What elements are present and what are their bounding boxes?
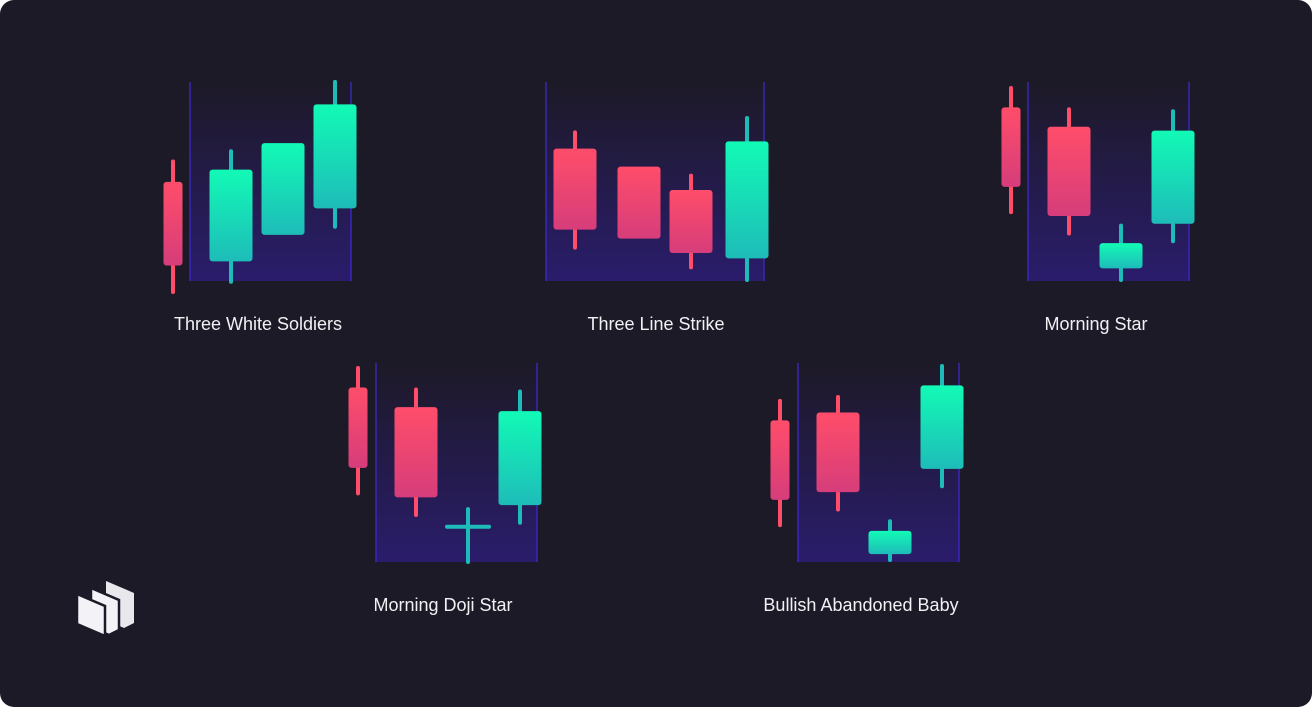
candle-bearish [770,398,790,528]
candle-bearish [163,159,183,294]
candle-body [394,407,438,498]
candle-doji [445,507,491,564]
candle-bullish [1099,223,1143,282]
candle-body [1151,130,1195,224]
candle-body [1001,107,1021,187]
candle-bearish [1001,85,1021,215]
candle-body [816,412,860,493]
pattern-label: Morning Star [1044,314,1147,334]
candle-bearish [816,395,860,512]
candle-bullish [209,149,253,284]
candle-body [920,385,964,469]
brand-logo-icon [76,581,134,638]
pattern-panel-4: Morning Doji Star [348,363,542,615]
pattern-label: Morning Doji Star [373,595,512,615]
pattern-label: Three White Soldiers [174,314,342,334]
candle-bearish [669,173,713,270]
candle-bullish [868,519,912,562]
candle-body [868,530,912,555]
candle-body [498,411,542,506]
candle-body [313,104,357,209]
candle-body [770,420,790,500]
candle-body [617,166,661,239]
candle-body [669,190,713,253]
pattern-label: Three Line Strike [587,314,724,334]
candle-bearish [553,130,597,250]
candle-body [725,141,769,259]
candle-bullish [920,364,964,489]
candle-bearish [617,166,661,239]
pattern-panel-3: Morning Star [1001,82,1195,334]
pattern-panel-1: Three White Soldiers [163,79,357,334]
candle-body [553,148,597,230]
candle-body [261,143,305,235]
candle-bullish [725,116,769,282]
candle-body [1047,126,1091,216]
candle-body [163,181,183,266]
candle-bullish [313,79,357,229]
candle-bullish [261,143,305,235]
candle-body [348,387,368,468]
pattern-label: Bullish Abandoned Baby [763,595,958,615]
candle-body [1099,243,1143,269]
pattern-panel-2: Three Line Strike [545,82,769,334]
candle-bearish [394,387,438,517]
candle-bullish [1151,109,1195,244]
candle-body [209,169,253,262]
candle-bearish [1047,107,1091,236]
candle-bullish [498,389,542,525]
candle-bearish [348,365,368,496]
pattern-panel-5: Bullish Abandoned Baby [763,363,964,615]
